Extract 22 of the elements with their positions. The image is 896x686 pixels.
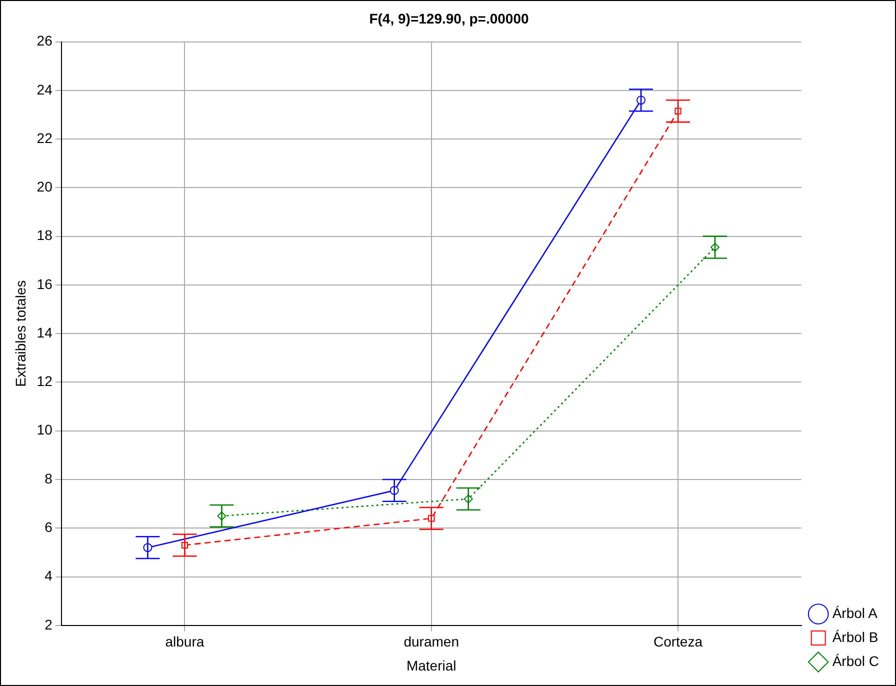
legend-label: Árbol C bbox=[832, 652, 880, 669]
legend-label: Árbol A bbox=[832, 604, 878, 621]
y-tick-label: 14 bbox=[36, 324, 53, 340]
y-tick-label: 4 bbox=[44, 568, 53, 584]
legend-label: Árbol B bbox=[832, 628, 878, 645]
chart-title: F(4, 9)=129.90, p=.00000 bbox=[369, 10, 529, 26]
y-tick-label: 24 bbox=[36, 81, 53, 98]
y-tick-label: 2 bbox=[44, 616, 53, 632]
y-tick-label: 18 bbox=[36, 227, 53, 244]
y-tick-label: 16 bbox=[36, 276, 53, 292]
y-tick-label: 8 bbox=[44, 470, 53, 486]
x-tick-label: Corteza bbox=[653, 634, 703, 650]
y-tick-label: 22 bbox=[36, 130, 53, 146]
x-axis-title: Material bbox=[406, 657, 456, 674]
x-tick-label: albura bbox=[165, 634, 204, 650]
x-tick-label: duramen bbox=[404, 634, 459, 650]
y-axis-title: Extraibles totales bbox=[12, 280, 28, 387]
y-tick-label: 12 bbox=[36, 373, 53, 390]
y-tick-label: 6 bbox=[44, 518, 53, 535]
y-tick-label: 20 bbox=[36, 178, 53, 195]
y-tick-label: 10 bbox=[36, 422, 53, 438]
y-tick-label: 26 bbox=[36, 32, 53, 49]
